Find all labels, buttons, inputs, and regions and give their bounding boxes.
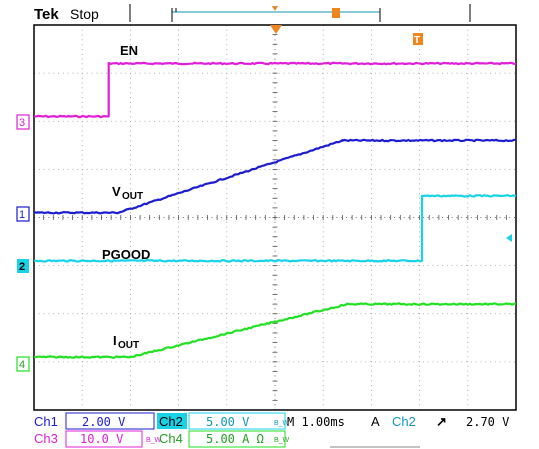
ch2-marker[interactable]: 2 xyxy=(17,259,29,273)
ch3-bw-icon: B_W xyxy=(146,437,162,444)
ch4-scale[interactable]: 5.00 A Ω xyxy=(206,432,264,446)
ch1-scale[interactable]: 2.00 V xyxy=(82,415,125,429)
ch3-marker-label: 3 xyxy=(19,117,25,129)
ch2-name-bg xyxy=(157,413,187,429)
trigger-position-marker[interactable] xyxy=(270,25,282,34)
ch2-marker-label: 2 xyxy=(19,261,25,273)
graticule xyxy=(33,24,517,411)
ch3-marker[interactable]: 3 xyxy=(16,114,30,130)
ch1-scale-box xyxy=(65,412,155,430)
trigger-level[interactable]: 2.70 V xyxy=(466,415,509,429)
label-en: EN xyxy=(120,43,138,58)
trace-en xyxy=(33,61,517,119)
trigger-time-marker[interactable]: T xyxy=(413,33,423,46)
record-bar[interactable] xyxy=(171,6,381,22)
ch4-scale-box xyxy=(188,430,286,448)
trigger-source[interactable]: Ch2 xyxy=(392,414,416,429)
label-iout-sub: OUT xyxy=(118,340,139,351)
trigger-time-marker-label: T xyxy=(414,35,420,46)
ch2-scale[interactable]: 5.00 V xyxy=(206,415,249,429)
label-iout-main: I xyxy=(113,333,117,348)
ch2-name[interactable]: Ch2 xyxy=(159,414,183,429)
brand-label: Tek xyxy=(34,6,59,23)
ch4-marker[interactable]: 4 xyxy=(16,356,30,372)
label-pgood: PGOOD xyxy=(102,247,150,262)
trace-iout xyxy=(33,302,517,359)
trigger-level-arrow[interactable] xyxy=(506,234,512,242)
ch1-marker[interactable]: 1 xyxy=(16,206,30,222)
record-trigger-marker xyxy=(332,8,340,18)
timebase[interactable]: M 1.00ms xyxy=(287,415,345,429)
label-iout: I OUT xyxy=(113,333,139,351)
trigger-slope-icon: ↗ xyxy=(436,414,447,429)
ch4-marker-label: 4 xyxy=(19,359,25,371)
ch3-name[interactable]: Ch3 xyxy=(34,431,58,446)
label-vout-main: V xyxy=(112,184,121,199)
traces xyxy=(33,61,517,359)
ch1-name[interactable]: Ch1 xyxy=(34,414,58,429)
ch3-scale[interactable]: 10.0 V xyxy=(80,432,123,446)
trace-vout xyxy=(33,138,517,215)
ch1-marker-label: 1 xyxy=(19,209,25,221)
run-state: Stop xyxy=(70,6,99,22)
ch3-scale-box xyxy=(65,430,143,448)
trace-pgood xyxy=(33,194,517,263)
label-vout: V OUT xyxy=(112,184,143,202)
readout: Ch1 2.00 V Ch2 5.00 V B_W M 1.00ms A Ch2… xyxy=(34,412,509,448)
record-position-marker xyxy=(272,6,278,11)
label-vout-sub: OUT xyxy=(122,191,143,202)
ch2-scale-box xyxy=(188,412,286,430)
ch4-name[interactable]: Ch4 xyxy=(159,431,183,446)
trigger-mode: A xyxy=(371,414,380,429)
ch4-bw-icon: B_W xyxy=(274,437,290,444)
ch2-bw-icon: B_W xyxy=(274,420,290,427)
